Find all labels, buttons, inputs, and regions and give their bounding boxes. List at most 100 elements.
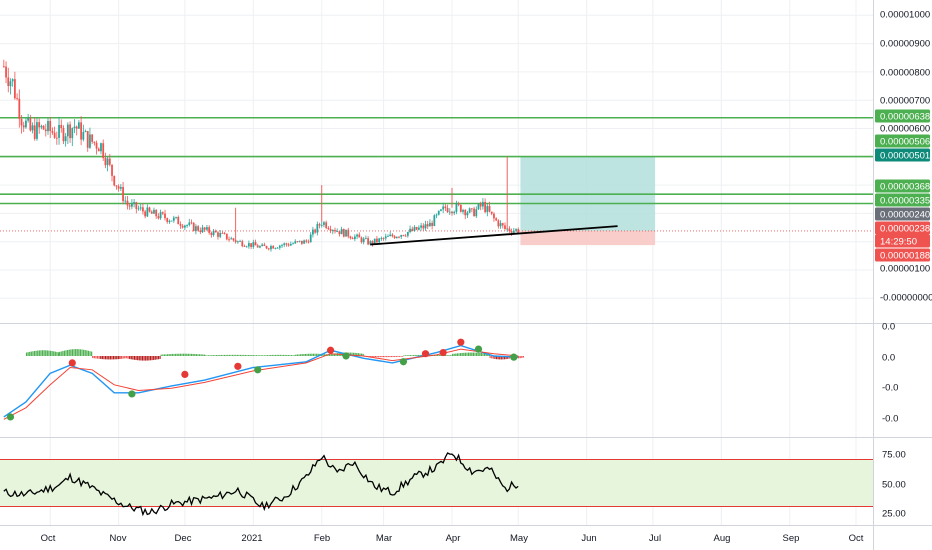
rsi-pane[interactable] — [0, 452, 873, 517]
macd-histogram-bar — [251, 355, 253, 356]
candle-body — [353, 236, 356, 240]
macd-histogram-bar — [249, 355, 251, 356]
macd-histogram-bar — [453, 353, 455, 356]
candle-body — [501, 223, 504, 226]
candle-body — [265, 245, 268, 249]
price-tag-label: 0.00000638 — [880, 112, 930, 123]
macd-histogram-bar — [301, 354, 303, 356]
candle-body — [347, 229, 350, 237]
macd-histogram-bar — [408, 355, 410, 356]
macd-histogram-bar — [29, 351, 31, 356]
macd-histogram-bar — [35, 350, 37, 356]
macd-histogram-bar — [159, 356, 161, 359]
macd-histogram-bar — [474, 352, 476, 356]
price-axis[interactable]: 0.00001000 0.00000900 0.00000800 0.00000700… — [880, 10, 932, 304]
candle-body — [402, 235, 405, 236]
candle-body — [320, 224, 323, 226]
candle-body — [406, 231, 409, 236]
candle-body — [340, 229, 343, 235]
candle-body — [60, 124, 63, 129]
macd-histogram-bar — [397, 356, 399, 357]
sell-marker — [421, 350, 430, 358]
macd-histogram-bar — [262, 355, 264, 356]
macd-histogram-bar — [273, 354, 275, 356]
candle-body — [384, 236, 387, 239]
macd-histogram-bar — [471, 352, 473, 356]
candle-body — [58, 124, 60, 138]
candle-body — [197, 226, 200, 231]
candle-body — [270, 246, 272, 250]
macd-histogram-bar — [332, 353, 334, 356]
candle-body — [217, 232, 219, 237]
macd-histogram-bar — [46, 350, 48, 356]
macd-histogram-bar — [281, 354, 283, 356]
macd-histogram-bar — [124, 356, 126, 359]
candle-body — [239, 241, 241, 242]
macd-histogram-bar — [103, 356, 105, 360]
macd-histogram-bar — [214, 355, 216, 356]
candle-body — [395, 236, 398, 239]
macd-histogram-bar — [294, 355, 296, 356]
candle-body — [31, 125, 34, 131]
macd-histogram-bar — [373, 356, 375, 358]
time-axis[interactable]: Oct Nov Dec 2021 Feb Mar Apr May Jun Jul Aug Sep Oct — [41, 533, 864, 544]
candle-body — [490, 211, 493, 214]
macd-histogram-bar — [460, 353, 462, 356]
macd-histogram-bar — [316, 353, 318, 356]
candle-body — [78, 122, 80, 129]
candle-body — [232, 238, 235, 241]
macd-histogram-bar — [394, 356, 396, 357]
macd-histogram-bar — [266, 355, 269, 356]
macd-histogram-bar — [132, 356, 134, 360]
candle-body — [404, 235, 407, 237]
candle-body — [219, 232, 222, 237]
candle-body — [7, 77, 10, 87]
macd-pane[interactable] — [3, 338, 525, 421]
candle-body — [16, 98, 18, 100]
candle-body — [453, 211, 456, 214]
rsi-axis[interactable]: 75.00 50.00 25.00 — [882, 450, 906, 520]
candle-body — [303, 240, 305, 244]
stop-zone — [520, 230, 656, 246]
macd-histogram-bar — [352, 352, 355, 356]
macd-histogram-bar — [519, 356, 521, 359]
sell-marker — [68, 359, 76, 367]
macd-histogram-bar — [173, 353, 175, 356]
macd-histogram-bar — [379, 356, 381, 358]
candle-body — [25, 120, 27, 128]
macd-histogram-bar — [148, 356, 150, 361]
candle-body — [159, 212, 162, 219]
macd-histogram-bar — [522, 356, 525, 358]
macd-histogram-bar — [392, 356, 394, 358]
macd-histogram-bar — [463, 352, 465, 356]
macd-histogram-bar — [271, 354, 273, 356]
candle-body — [413, 227, 416, 231]
candle-body — [104, 158, 107, 166]
candle-body — [124, 200, 127, 202]
candle-body — [400, 235, 403, 237]
macd-histogram-bar — [284, 354, 286, 356]
candle-body — [82, 131, 85, 140]
sell-marker — [439, 348, 447, 357]
macd-axis[interactable]: 0.0 0.0 -0.0 -0.0 — [882, 322, 898, 425]
macd-histogram-bar — [295, 354, 297, 356]
candle-body — [422, 225, 425, 229]
price-pane[interactable] — [0, 59, 873, 252]
price-tag-box — [875, 221, 930, 235]
candle-body — [289, 243, 292, 246]
macd-histogram-bar — [179, 353, 181, 356]
macd-histogram-bar — [309, 353, 311, 356]
macd-histogram-bar — [78, 349, 80, 356]
macd-histogram-bar — [477, 352, 479, 356]
candle-body — [448, 211, 451, 213]
candle-body — [212, 230, 215, 236]
candle-body — [172, 217, 175, 221]
candle-body — [230, 238, 233, 240]
price-axis-label: 0.00000100 — [880, 264, 930, 275]
candle-body — [33, 125, 36, 139]
macd-histogram-bar — [482, 353, 484, 356]
candle-body — [181, 225, 184, 228]
price-tag-box — [875, 193, 930, 207]
macd-histogram-bar — [400, 356, 402, 357]
